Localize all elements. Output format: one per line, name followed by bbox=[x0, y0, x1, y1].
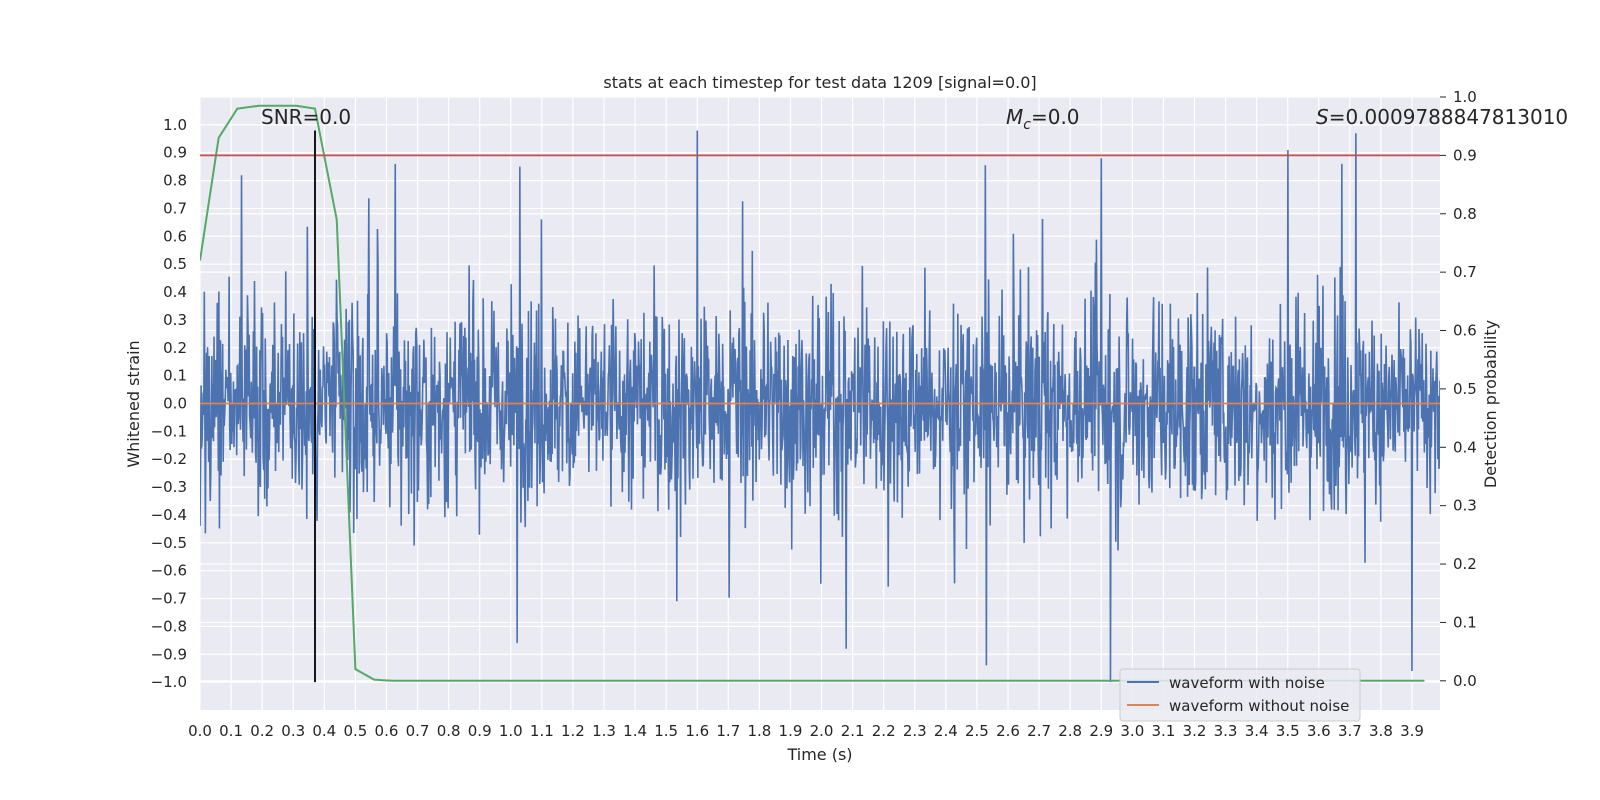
mc-annotation: Mc=0.0 bbox=[1006, 105, 1080, 133]
y-tick-label: −0.1 bbox=[151, 422, 187, 440]
snr-annotation: SNR=0.0 bbox=[261, 105, 351, 129]
x-tick-label: 2.8 bbox=[1058, 722, 1082, 740]
x-tick-label: 0.1 bbox=[219, 722, 243, 740]
y-tick-label: 0.3 bbox=[163, 311, 187, 329]
x-axis-label: Time (s) bbox=[786, 745, 852, 764]
y-tick-label: −0.7 bbox=[151, 590, 187, 608]
x-axis-ticks: 0.0 0.1 0.2 0.3 0.4 0.5 0.6 0.7 0.8 0.9 1.0 1.1 1.2 1… bbox=[188, 722, 1424, 740]
x-tick-label: 0.0 bbox=[188, 722, 212, 740]
x-tick-label: 1.4 bbox=[623, 722, 647, 740]
y2-tick-label: 0.8 bbox=[1453, 205, 1477, 223]
x-tick-label: 0.8 bbox=[437, 722, 461, 740]
y-tick-label: −0.9 bbox=[151, 645, 187, 663]
detection-probability-line bbox=[200, 104, 1425, 682]
x-tick-label: 2.3 bbox=[903, 722, 927, 740]
x-tick-label: 2.7 bbox=[1027, 722, 1051, 740]
legend-box bbox=[1119, 668, 1361, 722]
mc-value: =0.0 bbox=[1031, 105, 1080, 129]
x-tick-label: 1.0 bbox=[499, 722, 523, 740]
x-tick-label: 2.4 bbox=[934, 722, 958, 740]
overlay-lines-group bbox=[200, 104, 1440, 683]
s-value: =0.0009788847813010 bbox=[1329, 105, 1568, 129]
y-tick-label: 0.5 bbox=[163, 255, 187, 273]
y-tick-label: −0.4 bbox=[151, 506, 187, 524]
y2-tick-label: 0.9 bbox=[1453, 146, 1477, 164]
y-tick-label: 0.6 bbox=[163, 227, 187, 245]
y-tick-label: −0.2 bbox=[151, 450, 187, 468]
x-tick-label: 0.3 bbox=[281, 722, 305, 740]
x-tick-label: 1.7 bbox=[716, 722, 740, 740]
y-axis-label: Whitened strain bbox=[124, 340, 143, 467]
waveform-with-noise-line bbox=[200, 130, 1440, 683]
x-tick-label: 0.5 bbox=[343, 722, 367, 740]
x-tick-label: 2.0 bbox=[810, 722, 834, 740]
x-tick-label: 2.5 bbox=[965, 722, 989, 740]
x-tick-label: 3.7 bbox=[1338, 722, 1362, 740]
x-tick-label: 2.2 bbox=[872, 722, 896, 740]
x-tick-label: 0.7 bbox=[406, 722, 430, 740]
y2-tick-label: 0.2 bbox=[1453, 555, 1477, 573]
y2-tick-label: 0.4 bbox=[1453, 438, 1477, 456]
y2-axis-label: Detection probability bbox=[1481, 320, 1500, 488]
y-tick-label: 0.9 bbox=[163, 144, 187, 162]
legend-label-noise: waveform with noise bbox=[1169, 674, 1325, 692]
x-tick-label: 3.6 bbox=[1307, 722, 1331, 740]
y-tick-label: −0.5 bbox=[151, 534, 187, 552]
x-tick-label: 0.6 bbox=[375, 722, 399, 740]
y-tick-label: 0.0 bbox=[163, 395, 187, 413]
x-tick-label: 2.9 bbox=[1089, 722, 1113, 740]
legend-label-clean: waveform without noise bbox=[1169, 697, 1349, 715]
x-tick-label: 1.6 bbox=[685, 722, 709, 740]
y2-axis-ticks: 1.0 0.9 0.8 0.7 0.6 0.5 0.4 0.3 0.2 0.1 0.0 bbox=[1440, 88, 1477, 690]
x-tick-label: 3.3 bbox=[1214, 722, 1238, 740]
x-tick-label: 3.5 bbox=[1276, 722, 1300, 740]
x-tick-label: 1.9 bbox=[779, 722, 803, 740]
y-tick-label: 0.1 bbox=[163, 367, 187, 385]
y-tick-label: 1.0 bbox=[163, 116, 187, 134]
mc-subscript: c bbox=[1023, 117, 1031, 133]
y-tick-label: 0.7 bbox=[163, 199, 187, 217]
y-tick-label: 0.2 bbox=[163, 339, 187, 357]
x-tick-label: 3.9 bbox=[1400, 722, 1424, 740]
y2-tick-label: 0.6 bbox=[1453, 322, 1477, 340]
y2-tick-label: 1.0 bbox=[1453, 88, 1477, 106]
y2-tick-label: 0.5 bbox=[1453, 380, 1477, 398]
y-tick-label: −0.3 bbox=[151, 478, 187, 496]
y2-tick-label: 0.1 bbox=[1453, 613, 1477, 631]
x-tick-label: 3.0 bbox=[1120, 722, 1144, 740]
y-tick-label: −0.6 bbox=[151, 562, 187, 580]
y-tick-label: −0.8 bbox=[151, 617, 187, 635]
x-tick-label: 3.8 bbox=[1369, 722, 1393, 740]
s-annotation: S=0.0009788847813010 bbox=[1316, 105, 1568, 129]
y-tick-label: 0.8 bbox=[163, 172, 187, 190]
x-tick-label: 0.9 bbox=[468, 722, 492, 740]
x-tick-label: 1.2 bbox=[561, 722, 585, 740]
chart-title: stats at each timestep for test data 120… bbox=[603, 73, 1036, 92]
y-tick-label: −1.0 bbox=[151, 673, 187, 691]
mc-symbol: M bbox=[1006, 105, 1023, 129]
x-tick-label: 3.1 bbox=[1151, 722, 1175, 740]
noise-series-group bbox=[200, 130, 1440, 683]
x-tick-label: 1.5 bbox=[654, 722, 678, 740]
s-symbol: S bbox=[1316, 105, 1329, 129]
x-tick-label: 2.6 bbox=[996, 722, 1020, 740]
x-tick-label: 0.2 bbox=[250, 722, 274, 740]
x-tick-label: 3.4 bbox=[1245, 722, 1269, 740]
x-tick-label: 0.4 bbox=[312, 722, 336, 740]
y2-tick-label: 0.7 bbox=[1453, 263, 1477, 281]
y-axis-ticks: 1.0 0.9 0.8 0.7 0.6 0.5 0.4 0.3 0.2 0.1 0.0 −0.1 −0.… bbox=[151, 116, 187, 691]
x-tick-label: 2.1 bbox=[841, 722, 865, 740]
x-tick-label: 1.8 bbox=[747, 722, 771, 740]
x-tick-label: 1.3 bbox=[592, 722, 616, 740]
x-tick-label: 1.1 bbox=[530, 722, 554, 740]
y2-tick-label: 0.0 bbox=[1453, 672, 1477, 690]
y2-tick-label: 0.3 bbox=[1453, 497, 1477, 515]
x-tick-label: 3.2 bbox=[1183, 722, 1207, 740]
y-tick-label: 0.4 bbox=[163, 283, 187, 301]
legend: waveform with noise waveform without noi… bbox=[1119, 668, 1361, 722]
